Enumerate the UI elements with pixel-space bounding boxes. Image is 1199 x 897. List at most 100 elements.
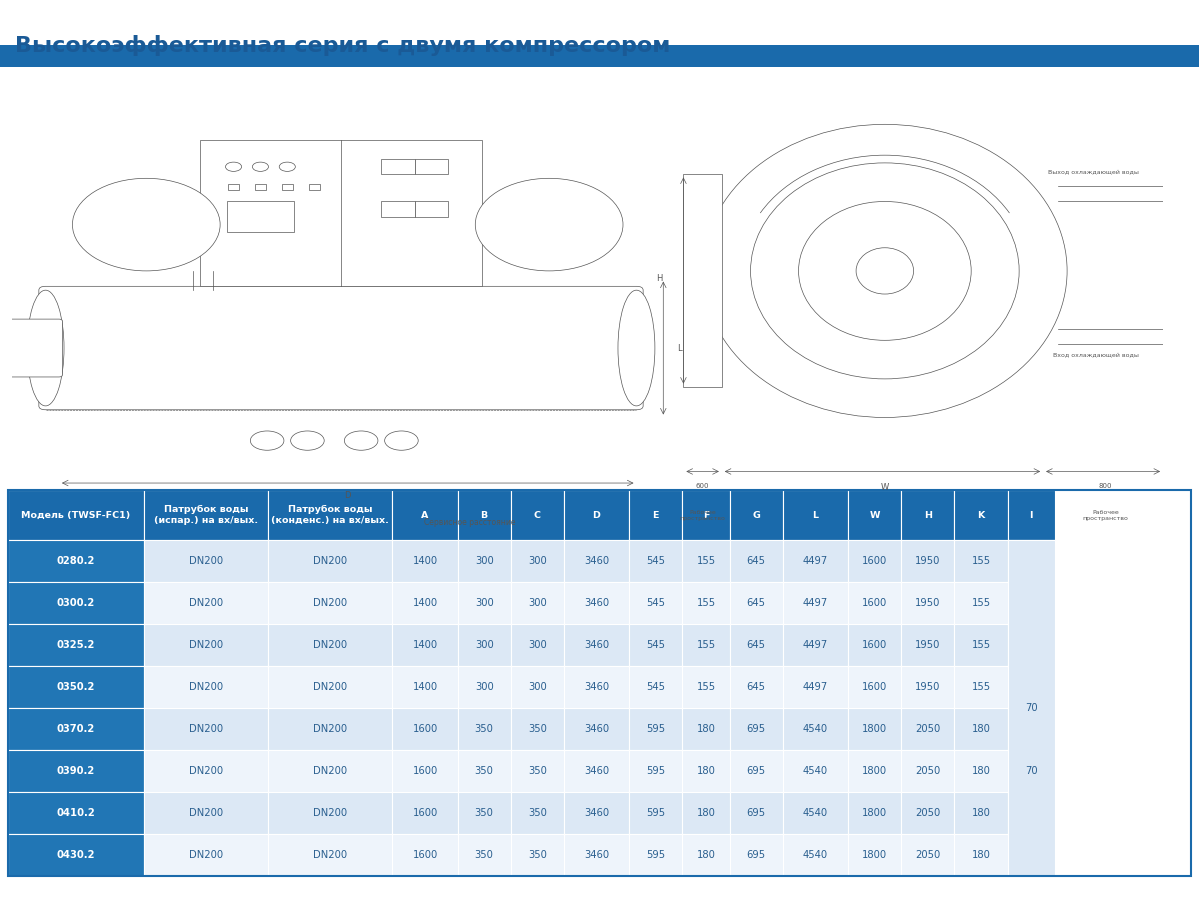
Text: 545: 545	[646, 682, 665, 692]
Bar	[902, 582, 954, 624]
Circle shape	[751, 163, 1019, 379]
Bar	[144, 708, 269, 750]
Bar	[564, 490, 629, 540]
Text: 180: 180	[971, 808, 990, 818]
Bar	[783, 750, 848, 792]
Text: 180: 180	[971, 724, 990, 734]
Bar	[269, 750, 392, 792]
Bar	[415, 159, 448, 175]
Text: DN200: DN200	[189, 808, 223, 818]
Text: 4540: 4540	[803, 850, 829, 860]
Text: DN200: DN200	[313, 640, 348, 650]
Text: 0325.2: 0325.2	[56, 640, 95, 650]
Bar	[564, 624, 629, 666]
Bar	[1007, 540, 1055, 876]
Text: 645: 645	[747, 598, 766, 608]
Bar	[255, 184, 266, 190]
Bar	[954, 540, 1007, 582]
Bar	[954, 792, 1007, 834]
Bar	[954, 624, 1007, 666]
Text: 300: 300	[528, 556, 547, 566]
Text: 155: 155	[697, 682, 716, 692]
Bar	[783, 540, 848, 582]
Text: 350: 350	[528, 724, 547, 734]
Bar	[730, 624, 783, 666]
Text: 1400: 1400	[412, 682, 438, 692]
Text: A: A	[421, 510, 429, 519]
Bar	[415, 202, 448, 217]
Bar	[200, 140, 482, 286]
Bar	[564, 582, 629, 624]
Text: 155: 155	[971, 682, 990, 692]
Text: W: W	[869, 510, 880, 519]
Text: 1400: 1400	[412, 640, 438, 650]
Text: 4497: 4497	[803, 640, 829, 650]
Text: 300: 300	[475, 640, 494, 650]
Bar	[392, 750, 458, 792]
Text: 4497: 4497	[803, 598, 829, 608]
Text: DN200: DN200	[189, 640, 223, 650]
Bar	[144, 666, 269, 708]
Bar	[458, 708, 511, 750]
Text: 155: 155	[971, 640, 990, 650]
Text: 300: 300	[475, 556, 494, 566]
Bar	[783, 834, 848, 876]
Bar	[902, 624, 954, 666]
Bar	[1007, 666, 1055, 708]
Text: 800: 800	[1098, 483, 1113, 489]
Bar	[8, 582, 144, 624]
Text: D: D	[344, 491, 351, 500]
FancyBboxPatch shape	[38, 286, 643, 410]
Bar	[629, 750, 682, 792]
Text: DN200: DN200	[189, 850, 223, 860]
Text: 695: 695	[747, 808, 766, 818]
Text: Рабочее
пространство: Рабочее пространство	[680, 510, 725, 521]
Circle shape	[225, 162, 242, 171]
Bar	[8, 750, 144, 792]
Ellipse shape	[28, 291, 64, 405]
Text: 4540: 4540	[803, 766, 829, 776]
Text: 0390.2: 0390.2	[56, 766, 95, 776]
Text: 3460: 3460	[584, 556, 609, 566]
Text: DN200: DN200	[313, 766, 348, 776]
Text: 645: 645	[747, 640, 766, 650]
Text: 2050: 2050	[915, 724, 940, 734]
Bar	[954, 750, 1007, 792]
Text: 180: 180	[697, 724, 716, 734]
Text: 645: 645	[747, 682, 766, 692]
Text: Модель (TWSF-FC1): Модель (TWSF-FC1)	[22, 510, 131, 519]
Text: 180: 180	[971, 850, 990, 860]
Text: K: K	[977, 510, 984, 519]
Text: 2050: 2050	[915, 766, 940, 776]
Bar	[954, 582, 1007, 624]
Text: 595: 595	[646, 808, 665, 818]
Text: 1600: 1600	[412, 850, 438, 860]
Text: 0350.2: 0350.2	[56, 682, 95, 692]
Bar	[954, 490, 1007, 540]
Text: 695: 695	[747, 850, 766, 860]
Bar	[8, 666, 144, 708]
Text: DN200: DN200	[189, 766, 223, 776]
Bar	[848, 624, 902, 666]
Text: 350: 350	[528, 850, 547, 860]
Text: 1800: 1800	[862, 850, 887, 860]
Circle shape	[290, 431, 324, 450]
Text: 155: 155	[971, 598, 990, 608]
Bar	[392, 540, 458, 582]
Text: 2050: 2050	[915, 808, 940, 818]
Bar	[511, 708, 564, 750]
Text: DN200: DN200	[189, 724, 223, 734]
Text: 3460: 3460	[584, 598, 609, 608]
Circle shape	[344, 431, 378, 450]
Bar	[269, 708, 392, 750]
Text: 695: 695	[747, 724, 766, 734]
Text: 0410.2: 0410.2	[56, 808, 96, 818]
Text: Сервисное расстояние: Сервисное расстояние	[424, 518, 516, 527]
Bar	[269, 792, 392, 834]
FancyBboxPatch shape	[8, 319, 62, 377]
Text: 350: 350	[475, 808, 494, 818]
Bar	[458, 666, 511, 708]
Bar	[8, 834, 144, 876]
Bar	[954, 708, 1007, 750]
Bar	[629, 624, 682, 666]
